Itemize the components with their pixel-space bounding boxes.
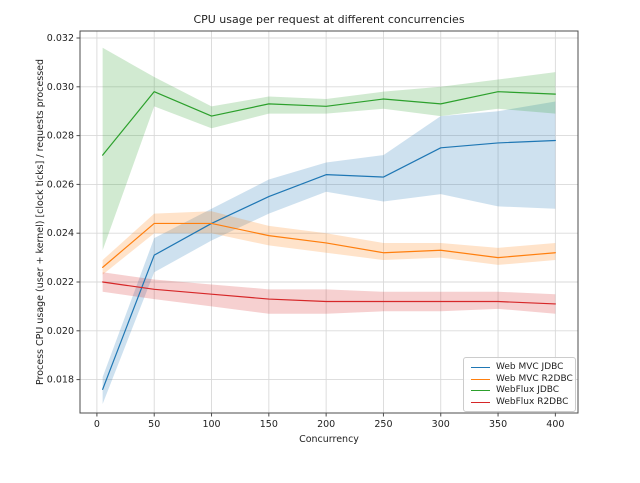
legend-item-web-mvc-jdbc: Web MVC JDBC [471,362,569,373]
series-line-web-mvc-r2dbc [102,222,556,268]
x-tick-label: 100 [202,419,220,430]
confidence-band-webflux-r2dbc [102,272,556,314]
y-tick-label: 0.024 [47,228,74,239]
legend-item-webflux-jdbc: WebFlux JDBC [471,385,569,396]
legend-line-sample [471,401,490,403]
y-tick-label: 0.032 [47,33,74,44]
legend-label: Web MVC JDBC [496,362,564,372]
legend-line-sample [471,367,490,368]
confidence-band-web-mvc-jdbc [102,101,556,404]
confidence-band-webflux-jdbc [102,47,556,251]
y-tick-label: 0.020 [47,326,74,337]
legend-item-web-mvc-r2dbc: Web MVC R2DBC [471,374,573,385]
legend-label: WebFlux JDBC [496,385,560,396]
legend-label: Web MVC R2DBC [496,373,573,384]
chart-title: CPU usage per request at different concu… [193,13,465,26]
x-axis-label: Concurrency [299,434,359,445]
series-line-web-mvc-jdbc [102,139,556,390]
y-tick-label: 0.030 [47,82,74,93]
legend-line-sample [471,378,490,380]
series-line-webflux-r2dbc [102,281,556,305]
legend-item-webflux-r2dbc: WebFlux R2DBC [471,397,569,408]
y-tick-label: 0.022 [47,277,74,288]
legend-label: WebFlux R2DBC [496,396,569,407]
y-tick-label: 0.026 [47,179,74,190]
plot-frame [79,30,579,414]
legend: Web MVC JDBC Web MVC R2DBC WebFlux JDBC Web… [463,357,576,412]
legend-line-sample [471,390,490,392]
x-tick-label: 150 [260,419,278,430]
y-tick-label: 0.018 [47,375,74,386]
y-axis-label: Process CPU usage (user + kernel) [clock… [35,58,46,386]
y-tick-label: 0.028 [47,131,74,142]
x-tick-label: 300 [432,419,450,430]
x-tick-label: 200 [317,419,335,430]
x-tick-label: 0 [94,419,100,430]
x-tick-label: 50 [148,419,160,430]
x-tick-label: 350 [489,419,507,430]
x-tick-label: 250 [374,419,392,430]
x-tick-label: 400 [546,419,564,430]
series-line-webflux-jdbc [102,91,556,156]
